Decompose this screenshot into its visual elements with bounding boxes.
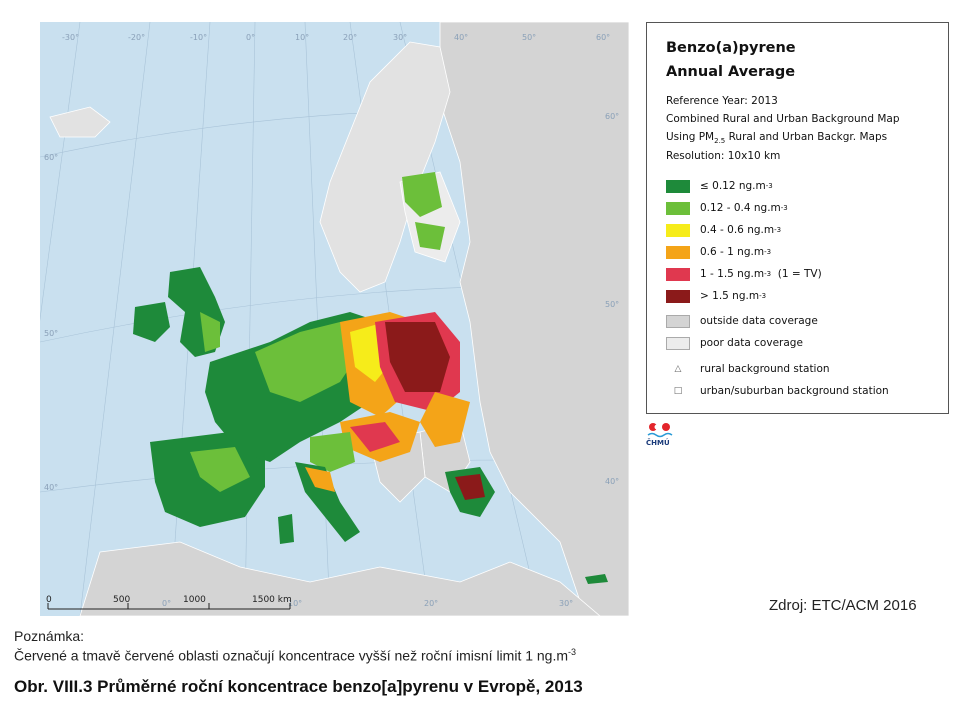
legend-swatch: [666, 267, 690, 281]
legend-class: 0.6 - 1 ng.m -3: [666, 245, 771, 259]
greece: [445, 467, 495, 517]
legend-title-line1: Benzo(a)pyrene: [666, 40, 796, 56]
legend-class: ≤ 0.12 ng.m -3: [666, 179, 773, 193]
lat-label: 40°: [44, 483, 58, 492]
lon-label: 10°: [288, 599, 302, 608]
lon-label: 0°: [246, 33, 255, 42]
legend-info-pm-sub: 2.5: [714, 137, 726, 146]
legend-info-reference: Reference Year: 2013: [666, 95, 778, 107]
logo-text: ČHMÚ: [646, 439, 670, 447]
lon-label: 30°: [559, 599, 573, 608]
legend-info-pm: Using PM2.5 Rural and Urban Backgr. Maps: [666, 131, 887, 145]
figure-caption: Obr. VIII.3 Průměrné roční koncentrace b…: [14, 677, 583, 696]
lon-label: 30°: [393, 33, 407, 42]
square-icon: □: [673, 386, 683, 396]
cyprus: [585, 574, 608, 584]
legend-class: 0.4 - 0.6 ng.m -3: [666, 223, 781, 237]
legend-class-label: 0.4 - 0.6 ng.m: [700, 224, 775, 236]
note-text: Červené a tmavě červené oblasti označují…: [14, 647, 576, 664]
scale-label: 500: [113, 595, 130, 605]
lon-label: 10°: [295, 33, 309, 42]
scale-label: 0: [46, 595, 52, 605]
lat-label: 40°: [605, 477, 619, 486]
lon-label: 60°: [596, 33, 610, 42]
legend-station: △ rural background station: [666, 362, 830, 376]
legend-class-suffix: (1 = TV): [771, 268, 822, 280]
legend-info-pm-rest: Rural and Urban Backgr. Maps: [725, 131, 888, 143]
legend-class-label: 1 - 1.5 ng.m: [700, 268, 765, 280]
triangle-icon: △: [674, 364, 682, 374]
legend-class-sup: -3: [774, 226, 782, 234]
legend-swatch: [666, 336, 690, 350]
lon-bottom-labels: 0° 10° 20° 30°: [162, 599, 573, 608]
lat-label: 60°: [605, 112, 619, 121]
legend-swatch: [666, 223, 690, 237]
legend-class: outside data coverage: [666, 314, 818, 328]
legend-class: 1 - 1.5 ng.m -3 (1 = TV): [666, 267, 822, 281]
legend-swatch: [666, 179, 690, 193]
british-isles: [133, 267, 225, 357]
note-text-sup: -3: [568, 647, 577, 657]
legend-class-label: ≤ 0.12 ng.m: [700, 180, 766, 192]
legend-station-label: urban/suburban background station: [700, 385, 889, 397]
lon-label: 20°: [343, 33, 357, 42]
legend-title-line2: Annual Average: [666, 64, 796, 80]
legend-class: 0.12 - 0.4 ng.m -3: [666, 201, 788, 215]
legend-swatch: [666, 289, 690, 303]
legend-swatch: [666, 245, 690, 259]
italy: [278, 462, 360, 544]
legend-class-sup: -3: [765, 182, 773, 190]
note-label: Poznámka:: [14, 628, 85, 644]
legend-info-resolution: Resolution: 10x10 km: [666, 150, 781, 162]
legend-class: poor data coverage: [666, 336, 803, 350]
legend-class-sup: -3: [780, 204, 788, 212]
legend-info-combined: Combined Rural and Urban Background Map: [666, 113, 900, 125]
lat-right-labels: 60° 50° 40°: [605, 112, 619, 486]
lon-label: -10°: [190, 33, 207, 42]
legend-class-label: poor data coverage: [700, 337, 803, 349]
legend-class-sup: -3: [759, 292, 767, 300]
lat-label: 50°: [44, 329, 58, 338]
benzo-a-pyrene-map: -30° -20° -10° 0° 10° 20° 30° 40° 50° 60…: [40, 22, 629, 616]
legend-station: □ urban/suburban background station: [666, 384, 889, 398]
map-legend: Benzo(a)pyrene Annual Average Reference …: [646, 22, 949, 414]
lon-label: 0°: [162, 599, 171, 608]
legend-class-sup: -3: [764, 270, 772, 278]
legend-station-label: rural background station: [700, 363, 830, 375]
scale-bar: 0 500 1000 1500 km: [46, 595, 292, 610]
legend-swatch: [666, 201, 690, 215]
lon-label: 20°: [424, 599, 438, 608]
iceland: [49, 106, 111, 138]
scale-label: 1000: [183, 595, 206, 605]
legend-class-label: 0.6 - 1 ng.m: [700, 246, 765, 258]
mainland-europe: [205, 312, 470, 472]
lon-label: 40°: [454, 33, 468, 42]
lon-label: 50°: [522, 33, 536, 42]
legend-class-label: 0.12 - 0.4 ng.m: [700, 202, 781, 214]
lat-left-labels: 60° 50° 40°: [44, 153, 58, 492]
legend-swatch: [666, 314, 690, 328]
legend-class-label: > 1.5 ng.m: [700, 290, 760, 302]
chmu-logo-icon: [647, 423, 673, 438]
lat-label: 50°: [605, 300, 619, 309]
legend-class-sup: -3: [764, 248, 772, 256]
legend-class-label: outside data coverage: [700, 315, 818, 327]
scale-label: 1500 km: [252, 595, 292, 605]
lon-label: -20°: [128, 33, 145, 42]
legend-class: > 1.5 ng.m -3: [666, 289, 766, 303]
lon-top-labels: -30° -20° -10° 0° 10° 20° 30° 40° 50° 60…: [62, 33, 610, 42]
chmu-logo: ČHMÚ: [646, 421, 680, 451]
iberia: [150, 432, 265, 527]
lon-label: -30°: [62, 33, 79, 42]
lat-label: 60°: [44, 153, 58, 162]
scandinavia: [319, 41, 461, 293]
note-text-body: Červené a tmavě červené oblasti označují…: [14, 647, 569, 664]
source-label: Zdroj: ETC/ACM 2016: [769, 597, 917, 614]
legend-info-pm-text: Using PM: [666, 131, 715, 143]
